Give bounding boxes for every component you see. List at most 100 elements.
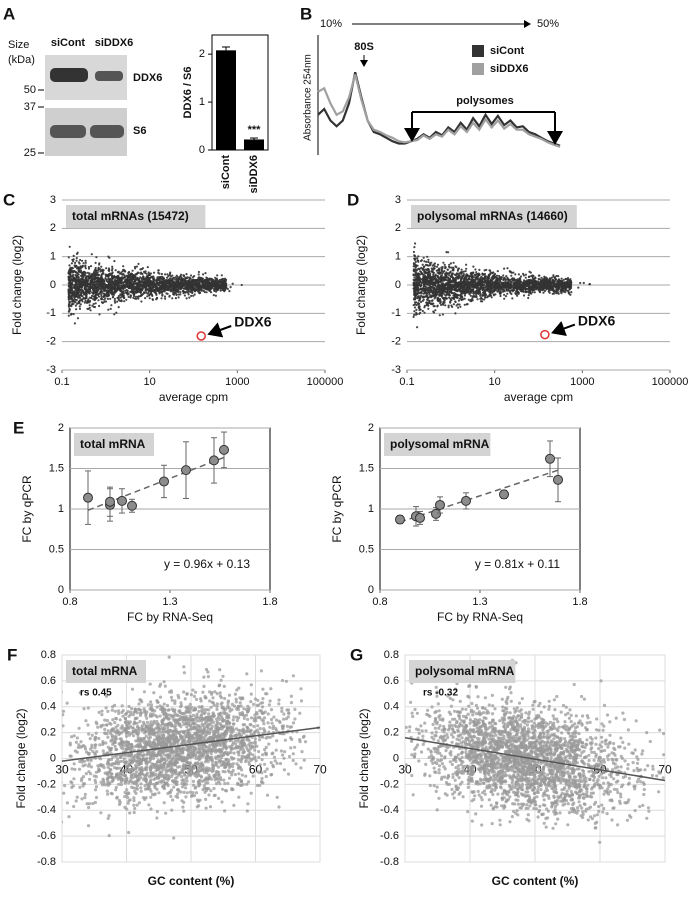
cloud-point <box>496 275 498 277</box>
cloud-point <box>208 278 210 280</box>
cloud-point <box>198 283 200 285</box>
cloud-point <box>190 274 192 276</box>
cloud-point <box>71 301 73 303</box>
cloud-point <box>132 287 134 289</box>
cloud-point <box>90 287 92 289</box>
cloud-point <box>149 286 151 288</box>
panel-label: D <box>347 190 359 209</box>
cloud-point <box>503 294 505 296</box>
cloud-point <box>484 275 486 277</box>
cloud-point <box>111 268 113 270</box>
cloud-point <box>503 268 505 270</box>
cloud-point <box>115 312 117 314</box>
cloud-point <box>200 288 202 290</box>
cloud-point <box>130 277 132 279</box>
cloud-point <box>442 262 444 264</box>
cloud-point <box>475 293 477 295</box>
cloud-point <box>218 284 220 286</box>
cloud-point <box>553 293 555 295</box>
cloud-point <box>523 294 525 296</box>
cloud-point <box>481 273 483 275</box>
cloud-point <box>91 276 93 278</box>
cloud-point <box>527 297 529 299</box>
cloud-point <box>80 267 82 269</box>
legend-swatch <box>472 45 484 57</box>
cloud-point <box>77 291 79 293</box>
gradient-start: 10% <box>320 18 342 30</box>
cloud-point <box>125 299 127 301</box>
cloud-point <box>74 278 76 280</box>
cloud-point <box>113 260 115 262</box>
cloud-point <box>112 296 114 298</box>
cloud-point <box>187 288 189 290</box>
cloud-point <box>146 295 148 297</box>
cloud-point <box>435 289 437 291</box>
cloud-point <box>437 305 439 307</box>
cloud-point <box>108 293 110 295</box>
cloud-point <box>472 266 474 268</box>
peak-label: 80S <box>354 41 374 53</box>
cloud-point <box>108 269 110 271</box>
cloud-point <box>423 265 425 267</box>
cloud-point <box>439 298 441 300</box>
cloud-point <box>68 294 70 296</box>
cloud-point <box>429 301 431 303</box>
cloud-point <box>162 281 164 283</box>
cloud-point <box>440 304 442 306</box>
cloud-point <box>220 290 222 292</box>
cloud-point <box>133 289 135 291</box>
cloud-point <box>123 297 125 299</box>
cloud-point <box>438 300 440 302</box>
cloud-point <box>206 286 208 288</box>
cloud-point <box>179 291 181 293</box>
cloud-point <box>88 272 90 274</box>
gradient-end: 50% <box>537 18 559 30</box>
cloud-point <box>414 242 416 244</box>
cloud-point <box>501 283 503 285</box>
cloud-point <box>473 291 475 293</box>
cloud-point <box>432 274 434 276</box>
cloud-point <box>85 284 87 286</box>
cloud-point <box>450 275 452 277</box>
cloud-point <box>418 280 420 282</box>
cloud-point <box>165 280 167 282</box>
cloud-point <box>98 292 100 294</box>
cloud-point <box>135 296 137 298</box>
cloud-point <box>118 271 120 273</box>
cloud-point <box>90 279 92 281</box>
cloud-point <box>107 284 109 286</box>
cloud-point <box>79 305 81 307</box>
cloud-point <box>449 298 451 300</box>
cloud-point <box>163 277 165 279</box>
cloud-point <box>471 280 473 282</box>
cloud-point <box>114 298 116 300</box>
cloud-point <box>97 268 99 270</box>
cloud-point <box>230 286 232 288</box>
cloud-point <box>95 292 97 294</box>
cloud-point <box>123 281 125 283</box>
cloud-point <box>81 286 83 288</box>
cloud-point <box>167 282 169 284</box>
cloud-point <box>224 287 226 289</box>
cloud-point <box>164 273 166 275</box>
cloud-point <box>461 269 463 271</box>
cloud-point <box>448 306 450 308</box>
cloud-point <box>105 294 107 296</box>
cloud-point <box>74 294 76 296</box>
cloud-point <box>481 300 483 302</box>
cloud-point <box>95 302 97 304</box>
cloud-point <box>440 275 442 277</box>
point-cloud <box>68 246 243 325</box>
cloud-point <box>143 292 145 294</box>
cloud-point <box>466 303 468 305</box>
cloud-point <box>99 288 101 290</box>
size-label: (kDa) <box>8 54 35 66</box>
cloud-point <box>151 289 153 291</box>
cloud-point <box>102 279 104 281</box>
y-tick-label: 2 <box>50 222 56 234</box>
cloud-point <box>415 304 417 306</box>
cloud-point <box>461 271 463 273</box>
cloud-point <box>514 273 516 275</box>
cloud-point <box>577 287 579 289</box>
cloud-point <box>435 274 437 276</box>
